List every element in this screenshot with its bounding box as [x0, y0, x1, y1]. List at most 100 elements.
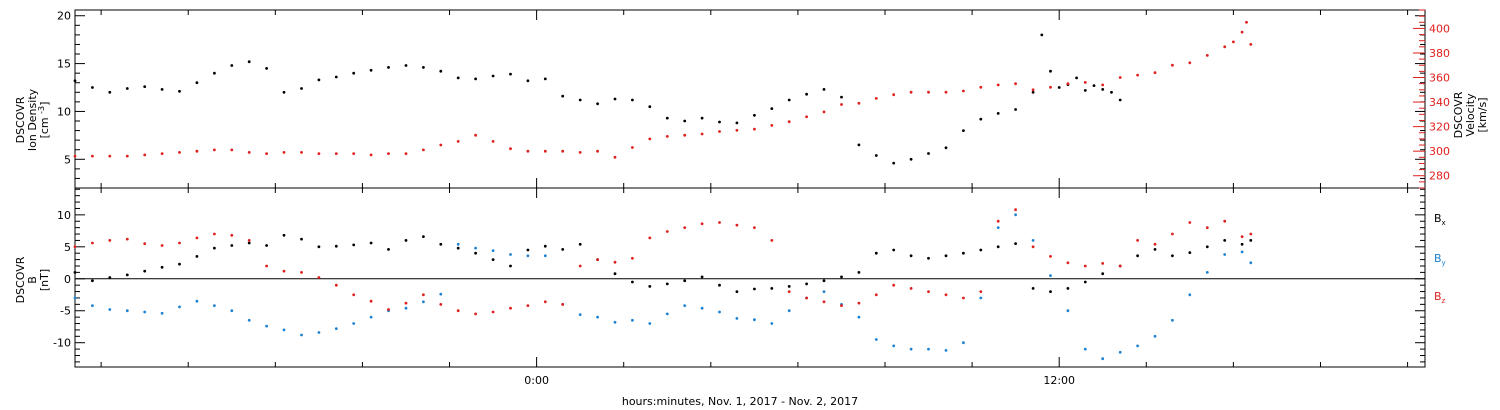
- data-point: [1153, 334, 1157, 338]
- data-point: [265, 152, 268, 156]
- top-right-axis-label-line-2: Velocity: [1464, 93, 1477, 137]
- data-point: [474, 312, 477, 316]
- data-point: [1014, 208, 1017, 212]
- data-point: [300, 237, 303, 241]
- data-point: [944, 349, 948, 352]
- data-point: [648, 236, 652, 240]
- data-point: [282, 233, 286, 237]
- data-point: [439, 143, 443, 147]
- data-point: [334, 244, 338, 248]
- y-tick-label: 0: [64, 273, 71, 286]
- legend-bx-subscript: x: [1442, 219, 1446, 227]
- data-point: [387, 152, 390, 156]
- data-point: [439, 292, 443, 296]
- data-point: [282, 90, 286, 94]
- data-point: [160, 265, 164, 269]
- data-point: [387, 66, 390, 69]
- data-point: [1014, 242, 1017, 246]
- data-point: [334, 327, 338, 330]
- y-tick-label: 15: [57, 58, 71, 71]
- data-point: [160, 311, 164, 315]
- y-tick-label: 20: [57, 10, 71, 23]
- data-point: [857, 101, 861, 105]
- data-point: [404, 152, 408, 156]
- data-point: [822, 88, 826, 91]
- right-y-tick-label: 400: [1429, 22, 1450, 35]
- data-point: [526, 248, 530, 252]
- data-point: [73, 245, 77, 249]
- data-point: [317, 78, 321, 82]
- data-point: [944, 254, 948, 258]
- data-point: [509, 72, 512, 76]
- data-point: [840, 275, 843, 279]
- data-point: [909, 347, 913, 351]
- data-point: [648, 285, 652, 288]
- data-point: [91, 304, 94, 307]
- data-point: [735, 290, 739, 293]
- data-point: [526, 149, 530, 153]
- data-point: [840, 304, 843, 307]
- data-point: [735, 317, 739, 320]
- data-point: [1031, 239, 1035, 242]
- right-y-tick-label: 340: [1429, 96, 1450, 109]
- y-tick-label: 10: [57, 105, 71, 118]
- data-point: [247, 241, 251, 245]
- data-point: [474, 77, 477, 81]
- data-point: [648, 137, 652, 141]
- data-point: [1171, 232, 1174, 236]
- data-point: [787, 290, 791, 293]
- data-point: [108, 154, 112, 158]
- data-point: [805, 92, 808, 96]
- data-point: [1118, 350, 1122, 354]
- data-point: [195, 236, 199, 240]
- data-point: [213, 148, 216, 152]
- data-point: [1075, 76, 1078, 80]
- data-point: [892, 93, 896, 97]
- data-point: [787, 285, 791, 288]
- data-point: [631, 318, 634, 322]
- data-point: [491, 310, 495, 314]
- data-point: [631, 280, 634, 284]
- legend-by: By: [1434, 252, 1446, 267]
- data-point: [996, 219, 1000, 223]
- data-point: [1049, 85, 1052, 89]
- legend-bz-subscript: z: [1442, 297, 1446, 305]
- panel-bottom-frame: [74, 187, 1426, 368]
- data-point: [927, 290, 930, 293]
- data-point: [213, 71, 216, 75]
- data-point: [613, 97, 617, 101]
- data-point: [857, 143, 861, 147]
- data-point: [561, 94, 565, 98]
- y-tick-label: 10: [57, 209, 71, 222]
- data-point: [422, 293, 425, 297]
- data-point: [422, 235, 425, 239]
- data-point: [979, 296, 983, 300]
- data-point: [1066, 261, 1070, 265]
- legend-by-label: B: [1434, 252, 1442, 265]
- data-point: [352, 152, 356, 156]
- y-tick-label: -10: [53, 337, 71, 350]
- data-point: [491, 74, 495, 78]
- data-point: [753, 318, 756, 322]
- bottom-left-axis-label-line-3: [nT]: [38, 269, 51, 291]
- data-point: [108, 308, 112, 311]
- data-point: [1066, 287, 1070, 290]
- data-point: [892, 344, 896, 348]
- legend-bz: Bz: [1434, 290, 1446, 305]
- data-point: [387, 248, 390, 251]
- data-point: [1153, 248, 1157, 251]
- data-point: [700, 116, 704, 120]
- data-point: [944, 293, 948, 297]
- data-point: [491, 140, 495, 143]
- data-point: [230, 244, 234, 247]
- data-point: [613, 320, 617, 324]
- data-point: [874, 293, 878, 297]
- data-point: [578, 313, 582, 316]
- data-point: [300, 87, 303, 90]
- data-point: [1205, 271, 1209, 274]
- data-point: [178, 305, 181, 309]
- data-point: [73, 79, 77, 83]
- data-point: [892, 248, 896, 252]
- data-point: [1171, 254, 1174, 258]
